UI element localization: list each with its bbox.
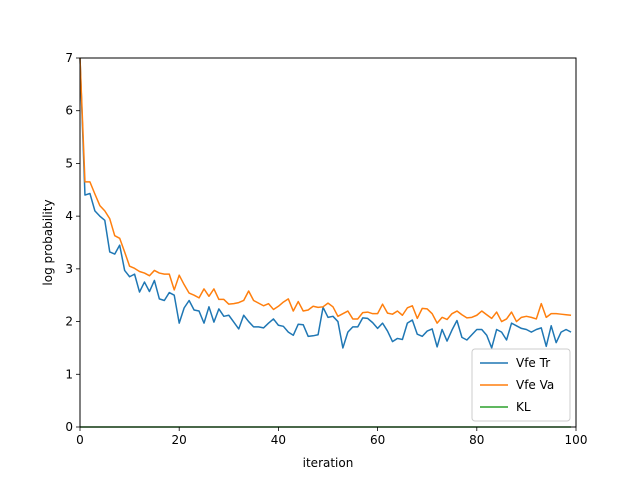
legend: Vfe Tr Vfe Va KL [471, 348, 571, 422]
plot-frame [79, 57, 577, 428]
y-tick-label: 3 [65, 262, 73, 276]
y-tick-label: 7 [65, 51, 73, 65]
x-tick-label: 60 [370, 433, 385, 447]
y-axis-label: log probability [41, 199, 55, 285]
legend-box [471, 348, 571, 422]
x-tick-label: 80 [469, 433, 484, 447]
x-tick-label: 20 [172, 433, 187, 447]
ticks-layer: 0 20 40 60 80 100 0 1 2 3 4 5 6 7 [65, 51, 587, 447]
legend-entry-0: Vfe Tr [516, 356, 550, 370]
legend-entry-2: KL [516, 400, 531, 414]
x-tick-label: 100 [565, 433, 588, 447]
x-axis-label: iteration [303, 456, 354, 470]
series-line-1 [79, 57, 572, 324]
y-tick-label: 5 [65, 156, 73, 170]
y-tick-label: 6 [65, 104, 73, 118]
series-line-0 [79, 57, 572, 349]
y-tick-label: 0 [65, 420, 73, 434]
x-tick-label: 40 [271, 433, 286, 447]
x-tick-label: 0 [76, 433, 84, 447]
y-tick-label: 4 [65, 209, 73, 223]
y-tick-label: 1 [65, 367, 73, 381]
legend-entry-1: Vfe Va [516, 378, 554, 392]
y-tick-label: 2 [65, 315, 73, 329]
